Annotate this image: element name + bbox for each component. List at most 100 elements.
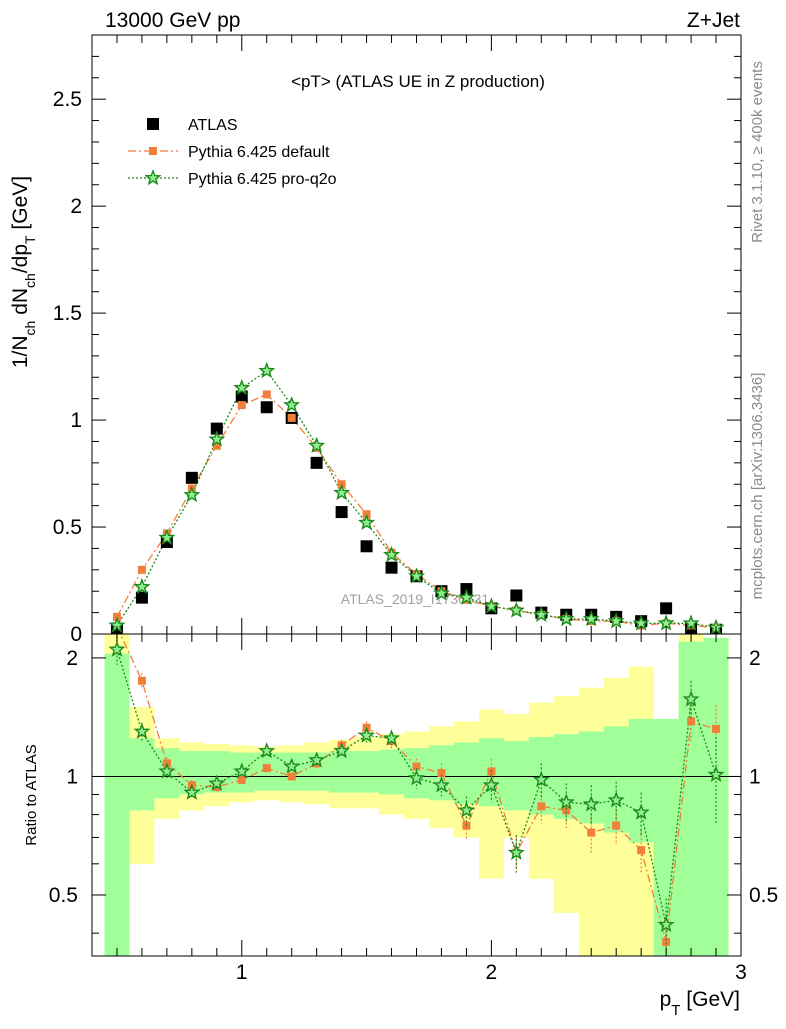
data-point-mc — [212, 441, 221, 450]
uncertainty-band-green — [578, 731, 604, 824]
data-point-mc — [407, 567, 426, 584]
ratio-point-mc — [712, 724, 721, 733]
side-text-bottom: mcplots.cern.ch [arXiv:1306.3436] — [749, 373, 766, 600]
y-tick-label-ratio-left: 0.5 — [49, 884, 78, 907]
uncertainty-band-green — [329, 751, 355, 793]
y-tick-label-ratio-right: 0.5 — [749, 884, 778, 907]
ratio-point-mc — [237, 775, 246, 784]
data-point-atlas — [385, 561, 398, 574]
ratio-point-mc — [358, 726, 376, 743]
ratio-point-mc — [557, 793, 575, 810]
ratio-point-mc — [133, 722, 151, 739]
ratio-point-mc — [258, 742, 276, 759]
data-point-mc — [432, 584, 450, 601]
ratio-point-mc — [283, 757, 301, 774]
header-left: 13000 GeV pp — [105, 9, 240, 32]
data-point-atlas — [510, 589, 523, 602]
legend-label: ATLAS — [188, 117, 238, 134]
data-point-mc — [607, 612, 625, 629]
data-point-mc — [233, 379, 251, 396]
y-tick-label-top: 2.5 — [53, 88, 82, 111]
data-point-mc — [482, 597, 500, 614]
ratio-point-mc — [407, 769, 426, 786]
ratio-point-mc — [537, 802, 546, 811]
ratio-point-mc — [183, 783, 201, 800]
x-tick-label: 1 — [236, 961, 248, 984]
ratio-point-mc — [482, 776, 500, 793]
uncertainty-band-green — [503, 741, 529, 811]
legend-marker — [147, 118, 159, 130]
data-point-atlas — [660, 602, 673, 615]
data-point-atlas — [360, 540, 373, 553]
y-tick-label-top: 1 — [70, 409, 82, 432]
ratio-point-mc — [383, 729, 401, 746]
data-point-mc — [237, 401, 246, 410]
ratio-point-mc — [632, 803, 650, 820]
data-point-atlas — [335, 506, 348, 519]
ratio-point-mc — [158, 762, 176, 779]
y-axis-label-top: 1/Nch dNch/dpT [GeV] — [9, 176, 38, 368]
ratio-panel: 0.5 0.5 1 1 2 2 1 2 3 Ratio to ATLAS — [23, 633, 778, 984]
data-point-mc — [333, 483, 351, 501]
data-point-mc — [208, 430, 226, 447]
uncertainty-band-green — [703, 637, 729, 956]
ratio-point-mc — [612, 821, 621, 830]
legend-marker — [144, 169, 162, 186]
ratio-point-mc — [262, 764, 271, 773]
y-tick-label-ratio-right: 2 — [749, 647, 761, 670]
data-point-mc — [532, 605, 550, 623]
data-point-mc — [507, 601, 525, 618]
ratio-point-mc — [233, 762, 251, 779]
data-point-mc — [283, 396, 301, 413]
data-point-atlas — [185, 471, 198, 484]
data-point-mc — [137, 565, 146, 574]
ratio-point-mc — [437, 769, 446, 778]
ratio-point-mc — [562, 806, 571, 815]
ratio-point-mc — [333, 742, 351, 759]
y-tick-label-ratio-right: 1 — [749, 765, 761, 788]
ratio-point-mc — [308, 751, 326, 768]
x-tick-label: 2 — [486, 961, 498, 984]
ratio-point-mc — [662, 937, 671, 946]
data-point-mc — [258, 361, 276, 379]
data-point-mc — [133, 577, 151, 595]
data-point-mc — [262, 390, 271, 399]
ratio-point-mc — [682, 690, 700, 707]
ratio-point-mc — [287, 772, 296, 781]
x-axis-label: pT [GeV] — [660, 988, 740, 1019]
side-text-top: Rivet 3.1.10, ≥ 400k events — [749, 61, 766, 243]
data-point-atlas — [210, 422, 223, 435]
main-panel: ATLAS_2019_I1736531 00.511.522.5 <pT> (A… — [9, 34, 742, 646]
header-right: Z+Jet — [687, 9, 740, 32]
ratio-point-mc — [587, 828, 596, 837]
data-point-mc — [557, 610, 575, 627]
ratio-point-mc — [582, 795, 600, 812]
data-point-mc — [358, 513, 376, 530]
data-point-atlas — [310, 456, 323, 469]
ratio-point-mc — [657, 915, 675, 933]
uncertainty-band-green — [628, 718, 654, 843]
data-point-mc — [183, 485, 201, 503]
main-title: <pT> (ATLAS UE in Z production) — [291, 72, 545, 91]
data-point-atlas — [260, 401, 273, 414]
ratio-point-mc — [457, 801, 475, 818]
ratio-point-mc — [137, 676, 146, 685]
series-line-top — [116, 370, 717, 629]
data-point-atlas — [135, 591, 148, 604]
legend-marker — [149, 147, 157, 155]
data-point-mc — [457, 588, 475, 605]
ratio-point-mc — [412, 762, 421, 771]
legend-label: Pythia 6.425 default — [188, 144, 330, 161]
data-point-mc — [287, 413, 296, 422]
y-tick-label-ratio-left: 1 — [66, 765, 78, 788]
uncertainty-band-green — [379, 749, 405, 795]
ratio-point-mc — [707, 765, 725, 783]
y-tick-label-top: 0.5 — [53, 516, 82, 539]
uncertainty-band-green — [129, 738, 155, 811]
ratio-point-mc — [432, 776, 450, 793]
y-axis-label-bottom: Ratio to ATLAS — [23, 744, 40, 845]
ratio-point-mc — [507, 843, 525, 860]
uncertainty-band-green — [453, 742, 479, 805]
data-point-mc — [308, 436, 326, 454]
